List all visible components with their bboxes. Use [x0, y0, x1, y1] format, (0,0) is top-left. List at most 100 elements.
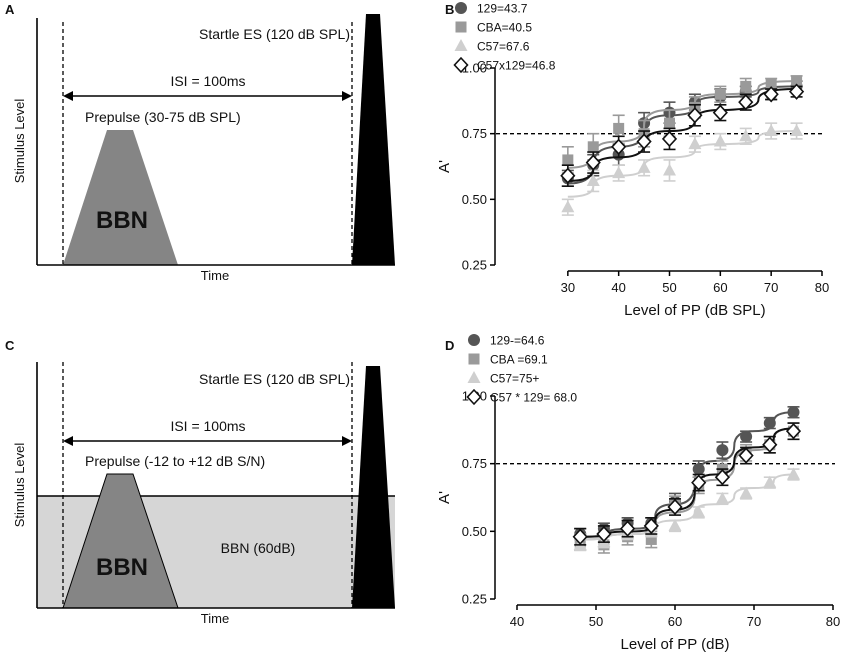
startle-spike: [352, 366, 395, 608]
data-point: [763, 417, 776, 430]
data-point: [762, 436, 778, 453]
data-point: [620, 520, 636, 537]
data-point: [791, 75, 803, 87]
data-point: [668, 518, 682, 531]
x-axis-title: Level of PP (dB): [621, 636, 730, 653]
y-tick-label: 0.75: [462, 456, 487, 471]
data-point: [765, 78, 777, 90]
prepulse-label: Prepulse (-12 to +12 dB S/N): [85, 453, 265, 469]
isi-label: ISI = 100ms: [170, 418, 245, 434]
data-point: [715, 491, 729, 504]
x-tick-label: 80: [826, 614, 840, 629]
data-point: [637, 160, 651, 173]
isi-arrow-left-head: [63, 436, 73, 446]
y-axis-label: Stimulus Level: [12, 443, 27, 528]
data-point: [687, 107, 703, 124]
legend-marker: [466, 388, 482, 406]
data-point: [596, 525, 612, 543]
legend: 129=43.7 CBA=40.5 C57=67.6 C57x129=46.8: [453, 2, 556, 74]
data-point: [688, 137, 702, 150]
isi-arrow-left-head: [63, 91, 73, 101]
legend-label: CBA =69.1: [490, 353, 548, 367]
legend-label: C57=75+: [490, 372, 539, 386]
data-point: [764, 124, 778, 137]
data-point: [787, 467, 800, 480]
bbn-label: BBN: [96, 554, 148, 581]
data-point: [612, 166, 626, 179]
data-point: [692, 505, 706, 518]
data-point: [787, 406, 800, 419]
x-tick-label: 60: [713, 280, 727, 295]
legend-label: CBA=40.5: [477, 21, 532, 35]
panel-c: C BBN BBN (60dB) Startle ES (120 dB SPL)…: [5, 338, 395, 626]
startle-label: Startle ES (120 dB SPL): [199, 371, 350, 387]
bbn-label: BBN: [96, 207, 148, 234]
panel-d-chart: D0.250.500.751.004050607080Level of PP (…: [436, 334, 840, 654]
prepulse-label: Prepulse (30-75 dB SPL): [85, 109, 241, 125]
legend-marker: [468, 353, 480, 365]
data-point: [643, 517, 659, 535]
legend-marker: [453, 56, 469, 74]
panel-letter: B: [445, 2, 454, 17]
legend-label: 129-=64.6: [490, 334, 545, 348]
data-point: [645, 533, 657, 545]
legend-label: C57=67.6: [477, 40, 530, 54]
y-tick-label: 0.75: [462, 126, 487, 141]
legend-label: C57 * 129= 68.0: [490, 391, 577, 405]
y-axis-title: A': [436, 160, 453, 173]
y-tick-label: 0.50: [462, 192, 487, 207]
y-axis-title: A': [436, 491, 453, 504]
legend-marker: [455, 21, 467, 33]
data-point: [663, 163, 676, 176]
data-point: [692, 463, 705, 476]
legend-marker: [454, 39, 468, 51]
data-point: [763, 86, 779, 103]
startle-spike: [352, 14, 395, 265]
legend-marker: [467, 371, 481, 383]
y-tick-label: 0.25: [462, 592, 487, 607]
series-triangle: [561, 122, 804, 216]
data-point: [560, 167, 576, 184]
data-point: [587, 141, 599, 153]
series-diamond: [572, 422, 802, 546]
panel-b-chart: B 0.25 0.50 0.75 1.00 30 40 50 60 70 80 Level of PP…: [436, 2, 829, 320]
background-noise-label: BBN (60dB): [221, 540, 296, 556]
data-point: [664, 117, 675, 129]
legend-label: C57x129=46.8: [477, 59, 556, 73]
x-tick-label: 40: [611, 280, 625, 295]
legend-marker: [468, 334, 480, 346]
data-point: [691, 474, 707, 491]
isi-label: ISI = 100ms: [170, 73, 245, 89]
legend-label: 129=43.7: [477, 2, 528, 16]
x-axis-label: Time: [201, 611, 229, 626]
x-tick-label: 70: [747, 614, 761, 629]
data-point: [585, 154, 601, 171]
x-tick-label: 40: [510, 614, 524, 629]
data-point: [740, 430, 753, 443]
legend: 129-=64.6 CBA =69.1 C57=75+ C57 * 129= 68.0: [466, 334, 577, 406]
fit-curve: [580, 427, 794, 541]
panel-a-letter: A: [5, 2, 15, 17]
startle-label: Startle ES (120 dB SPL): [199, 26, 350, 42]
x-tick-label: 50: [662, 280, 676, 295]
data-point: [740, 80, 752, 92]
series-square: [561, 75, 803, 174]
series-diamond: [560, 83, 805, 187]
data-point: [562, 154, 574, 166]
data-point: [739, 129, 753, 142]
x-tick-label: 30: [561, 280, 575, 295]
panel-a: A BBN Startle ES (120 dB SPL) ISI = 100m…: [5, 2, 395, 283]
data-point: [712, 104, 728, 121]
panel-c-letter: C: [5, 338, 15, 353]
data-point: [661, 130, 678, 148]
data-point: [738, 93, 754, 111]
data-point: [667, 498, 683, 516]
data-point: [714, 88, 726, 100]
panel-letter: D: [445, 338, 454, 353]
fit-curve: [580, 427, 794, 538]
x-tick-label: 60: [668, 614, 682, 629]
data-point: [714, 469, 730, 486]
data-point: [788, 83, 805, 100]
data-point: [561, 200, 575, 213]
y-tick-label: 0.25: [462, 258, 487, 273]
